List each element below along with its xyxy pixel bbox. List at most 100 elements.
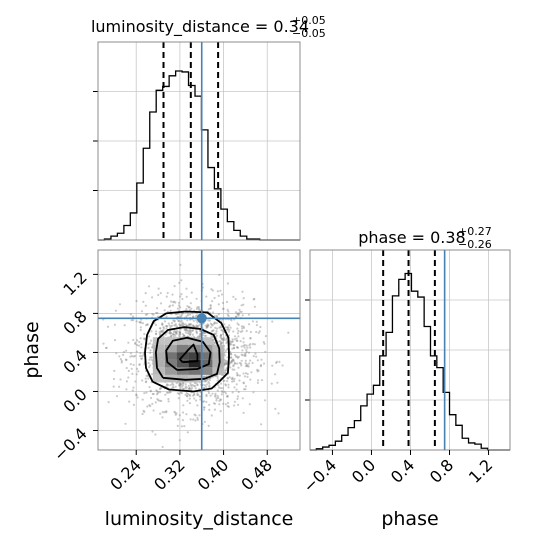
- sample-point: [181, 322, 184, 325]
- sample-point: [181, 297, 184, 301]
- sample-point: [159, 387, 162, 390]
- sample-point: [148, 364, 152, 367]
- sample-point: [149, 389, 152, 392]
- sample-point: [105, 346, 108, 349]
- sample-point: [187, 306, 190, 309]
- sample-point: [252, 342, 255, 346]
- sample-point: [162, 326, 165, 329]
- sample-point: [219, 334, 222, 337]
- sample-point: [232, 330, 235, 333]
- sample-point: [210, 323, 213, 326]
- density-bin: [152, 359, 165, 368]
- sample-point: [212, 329, 215, 332]
- x-tick-label: 0.8: [426, 455, 457, 486]
- sample-point: [147, 362, 150, 365]
- sample-point: [238, 308, 241, 311]
- sample-point: [156, 311, 159, 315]
- sample-point: [225, 341, 228, 345]
- sample-point: [188, 387, 191, 390]
- sample-point: [203, 331, 206, 334]
- sample-point: [189, 418, 192, 421]
- sample-point: [180, 279, 183, 282]
- sample-point: [233, 338, 236, 341]
- sample-point: [185, 315, 188, 318]
- sample-point: [127, 341, 130, 344]
- sample-point: [178, 323, 181, 326]
- sample-point: [187, 324, 190, 327]
- sample-point: [122, 350, 126, 354]
- sample-point: [231, 338, 234, 341]
- sample-point: [144, 304, 147, 307]
- sample-point: [186, 395, 189, 398]
- sample-point: [160, 399, 163, 403]
- sample-point: [213, 408, 216, 411]
- sample-point: [230, 353, 233, 356]
- sample-point: [175, 332, 178, 335]
- sample-point: [257, 369, 260, 372]
- sample-point: [190, 291, 193, 294]
- sample-point: [182, 323, 185, 326]
- sample-point: [193, 413, 196, 416]
- sample-point: [209, 306, 212, 310]
- sample-point: [167, 397, 170, 401]
- sample-point: [245, 348, 248, 351]
- sample-point: [140, 357, 143, 360]
- sample-point: [174, 331, 177, 334]
- sample-point: [205, 295, 208, 298]
- sample-point: [222, 339, 225, 342]
- sample-point: [170, 324, 174, 327]
- sample-point: [159, 292, 162, 295]
- sample-point: [219, 387, 222, 390]
- sample-point: [162, 327, 166, 330]
- sample-point: [170, 334, 173, 337]
- sample-point: [230, 319, 233, 322]
- sample-point: [224, 392, 227, 395]
- sample-point: [165, 295, 168, 298]
- sample-point: [207, 381, 210, 384]
- sample-point: [222, 307, 225, 310]
- sample-point: [115, 395, 119, 398]
- y-tick-marks: [305, 299, 310, 401]
- sample-point: [151, 296, 154, 299]
- sample-point: [176, 392, 179, 395]
- sample-point: [221, 333, 224, 336]
- sample-point: [196, 384, 199, 387]
- sample-point: [129, 352, 133, 355]
- sample-point: [196, 383, 199, 386]
- sample-point: [185, 295, 188, 298]
- sample-point: [209, 326, 212, 329]
- sample-point: [244, 359, 247, 362]
- sample-point: [237, 312, 240, 315]
- sample-point: [262, 341, 265, 344]
- sample-point: [235, 346, 239, 349]
- sample-point: [178, 382, 181, 385]
- sample-point: [214, 395, 217, 398]
- sample-point: [214, 333, 217, 336]
- sample-point: [130, 319, 133, 322]
- sample-point: [206, 378, 209, 381]
- sample-point: [112, 385, 115, 388]
- sample-point: [241, 354, 244, 357]
- sample-point: [237, 390, 240, 394]
- sample-point: [132, 338, 135, 342]
- y-axis-label: phase: [21, 321, 43, 378]
- sample-point: [222, 379, 225, 383]
- sample-point: [161, 322, 164, 325]
- sample-point: [249, 378, 252, 381]
- sample-point: [186, 332, 189, 335]
- sample-point: [228, 376, 231, 379]
- density-bin: [200, 359, 213, 368]
- y-tick-label: −0.4: [50, 424, 91, 465]
- sample-point: [158, 333, 161, 336]
- density-contours: [144, 310, 230, 393]
- sample-point: [219, 398, 222, 401]
- sample-point: [224, 369, 227, 372]
- sample-point: [118, 385, 121, 388]
- sample-point: [206, 383, 209, 386]
- sample-point: [159, 391, 162, 394]
- histogram-step-line: [98, 70, 300, 241]
- sample-point: [189, 394, 192, 397]
- sample-point: [160, 386, 163, 389]
- sample-point: [178, 392, 181, 395]
- sample-point: [194, 414, 197, 417]
